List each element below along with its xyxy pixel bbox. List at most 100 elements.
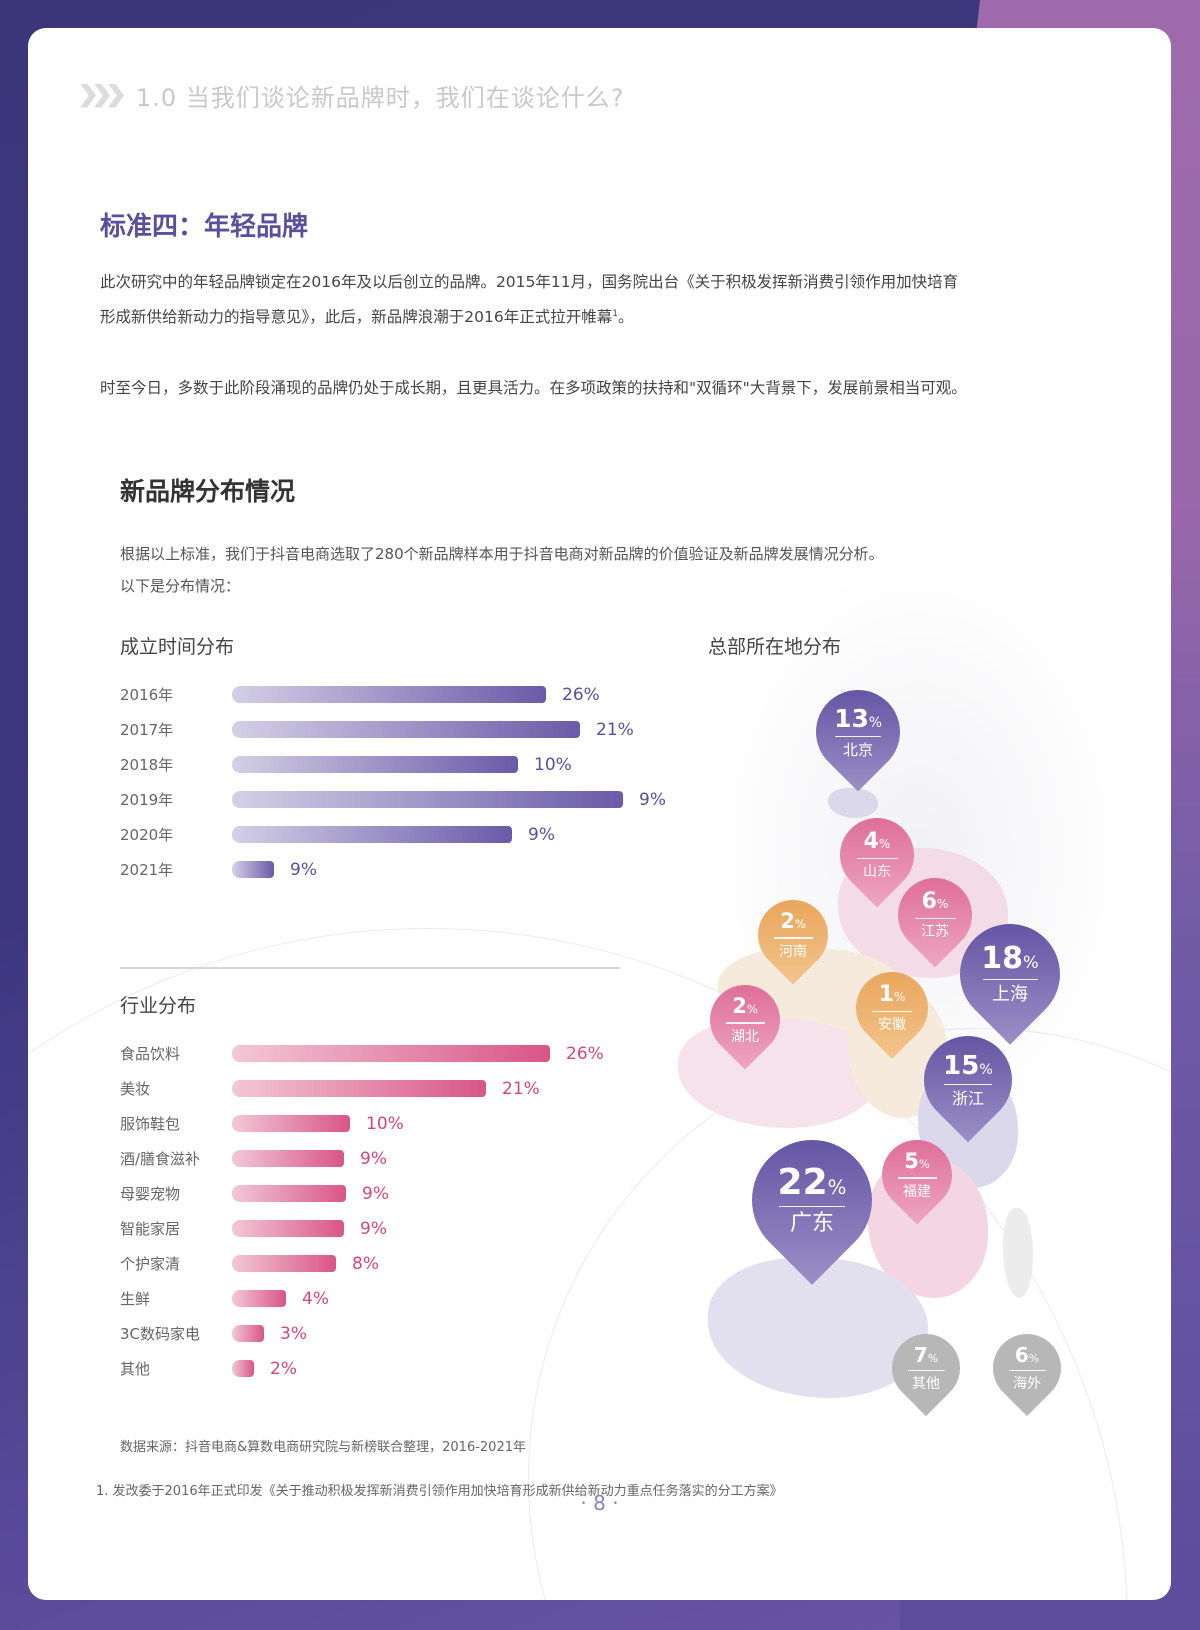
industry-bar [232, 1045, 550, 1062]
pin-percentage: 7% [913, 1342, 939, 1367]
year-bar-label: 2020年 [120, 826, 174, 844]
pin-divider [914, 917, 956, 920]
pin-divider [944, 1083, 992, 1086]
section-title: 标准四：年轻品牌 [100, 212, 309, 242]
industry-bar-row: 母婴宠物 9% [120, 1176, 604, 1211]
map-pin-广东: 22% 广东 [727, 1115, 897, 1285]
year-bar-label: 2017年 [120, 721, 174, 739]
map-pin-海外: 6% 海外 [978, 1319, 1076, 1417]
pin-percentage: 15% [943, 1050, 993, 1081]
industry-bar-label: 个护家清 [120, 1255, 181, 1273]
pin-region-name: 北京 [842, 741, 873, 760]
industry-bar-value: 9% [360, 1218, 387, 1239]
industry-bar-label: 酒/膳食滋补 [120, 1150, 201, 1168]
industry-bar-label: 3C数码家电 [120, 1325, 201, 1343]
industry-bar-row: 其他 2% [120, 1351, 604, 1386]
pin-divider [856, 857, 898, 860]
year-bar [232, 861, 274, 878]
year-bar-value: 26% [562, 684, 600, 705]
pin-divider [897, 1177, 937, 1179]
year-bar [232, 826, 512, 843]
industry-bar-row: 个护家清 8% [120, 1246, 604, 1281]
industry-bar-row: 美妆 21% [120, 1071, 604, 1106]
pin-region-name: 河南 [779, 943, 807, 960]
context-paragraph: 时至今日，多数于此阶段涌现的品牌仍处于成长期，且更具活力。在多项政策的扶持和"双… [100, 379, 967, 397]
intro-line-1: 此次研究中的年轻品牌锁定在2016年及以后创立的品牌。2015年11月，国务院出… [100, 273, 959, 291]
year-bar-value: 21% [596, 719, 634, 740]
industry-bar-value: 10% [366, 1113, 404, 1134]
pin-percentage: 6% [921, 888, 949, 914]
year-bar-value: 9% [290, 859, 317, 880]
page-card: 1.0 当我们谈论新品牌时，我们在谈论什么? 标准四：年轻品牌 此次研究中的年轻… [28, 28, 1171, 1600]
pin-region-name: 上海 [992, 984, 1028, 1006]
pin-region-name: 福建 [903, 1183, 931, 1200]
pin-region-name: 海外 [1013, 1376, 1041, 1393]
industry-bar [232, 1115, 350, 1132]
industry-bar-label: 母婴宠物 [120, 1185, 181, 1203]
year-bar-chart: 2016年 26% 2017年 21% 2018年 10% 2019年 9% 2020年 9% 20… [120, 677, 666, 887]
pin-region-name: 浙江 [951, 1089, 984, 1109]
intro-paragraph: 此次研究中的年轻品牌锁定在2016年及以后创立的品牌。2015年11月，国务院出… [100, 266, 1100, 333]
year-bar [232, 756, 518, 773]
industry-bar-label: 服饰鞋包 [120, 1115, 181, 1133]
footnote-ref[interactable]: 1 [612, 309, 618, 319]
year-bar-label: 2019年 [120, 791, 174, 809]
pin-divider [835, 735, 881, 738]
industry-bar [232, 1255, 336, 1272]
pin-divider [982, 978, 1038, 981]
map-pin-福建: 5% 福建 [867, 1125, 967, 1225]
pin-percentage: 5% [904, 1149, 930, 1174]
intro-line-2: 形成新供给新动力的指导意见》，此后，新品牌浪潮于2016年正式拉开帷幕1。 [100, 298, 1100, 333]
year-bar-row: 2016年 26% [120, 677, 666, 712]
region-hubei [678, 1018, 878, 1128]
region-beijing [828, 788, 878, 818]
year-bar-row: 2020年 9% [120, 817, 666, 852]
year-bar [232, 721, 580, 738]
hq-map-title: 总部所在地分布 [708, 636, 842, 658]
industry-bar-value: 8% [352, 1253, 379, 1274]
industry-bar-label: 美妆 [120, 1080, 151, 1098]
page-number: · 8 · [580, 1491, 619, 1515]
year-bar [232, 686, 546, 703]
map-pin-北京: 13% 北京 [798, 672, 918, 792]
year-bar-label: 2016年 [120, 686, 174, 704]
map-pin-其他: 7% 其他 [877, 1319, 975, 1417]
map-pin-河南: 2% 河南 [743, 885, 843, 985]
pin-region-name: 湖北 [731, 1028, 759, 1045]
year-chart-title: 成立时间分布 [120, 636, 235, 658]
pin-region-name: 广东 [789, 1211, 834, 1237]
industry-bar [232, 1360, 254, 1377]
industry-bar [232, 1080, 486, 1097]
industry-bar-row: 服饰鞋包 10% [120, 1106, 604, 1141]
industry-bar-label: 其他 [120, 1360, 151, 1378]
pin-divider [872, 1010, 912, 1013]
triple-chevron-icon [80, 83, 124, 108]
pin-percentage: 13% [834, 703, 882, 733]
pin-percentage: 4% [863, 828, 891, 854]
distribution-desc-line-2: 以下是分布情况： [120, 577, 241, 595]
pin-percentage: 2% [780, 909, 806, 934]
industry-bar-chart: 食品饮料 26% 美妆 21% 服饰鞋包 10% 酒/膳食滋补 9% 母婴宠物 9% 智能家居 9% 个… [120, 1036, 604, 1386]
industry-bar-value: 3% [280, 1323, 307, 1344]
map-pin-湖北: 2% 湖北 [695, 970, 795, 1070]
industry-bar [232, 1185, 346, 1202]
pin-region-name: 安徽 [878, 1017, 906, 1034]
year-bar-row: 2018年 10% [120, 747, 666, 782]
pin-percentage: 18% [981, 940, 1039, 976]
industry-bar-row: 酒/膳食滋补 9% [120, 1141, 604, 1176]
page-header: 1.0 当我们谈论新品牌时，我们在谈论什么? [80, 78, 625, 113]
footnote: 1. 发改委于2016年正式印发《关于推动积极发挥新消费引领作用加快培育形成新供… [96, 1484, 783, 1499]
pin-percentage: 6% [1014, 1342, 1040, 1367]
section-divider [120, 967, 620, 969]
pin-divider [1008, 1369, 1046, 1372]
industry-bar-label: 生鲜 [120, 1290, 151, 1308]
intro-line-2-end: 。 [617, 308, 634, 327]
pin-region-name: 山东 [863, 864, 891, 881]
year-bar-row: 2019年 9% [120, 782, 666, 817]
industry-bar-row: 智能家居 9% [120, 1211, 604, 1246]
map-pin-上海: 18% 上海 [939, 903, 1081, 1045]
industry-bar-value: 21% [502, 1078, 540, 1099]
industry-bar-row: 3C数码家电 3% [120, 1316, 604, 1351]
pin-percentage: 1% [878, 981, 906, 1007]
industry-bar [232, 1290, 286, 1307]
